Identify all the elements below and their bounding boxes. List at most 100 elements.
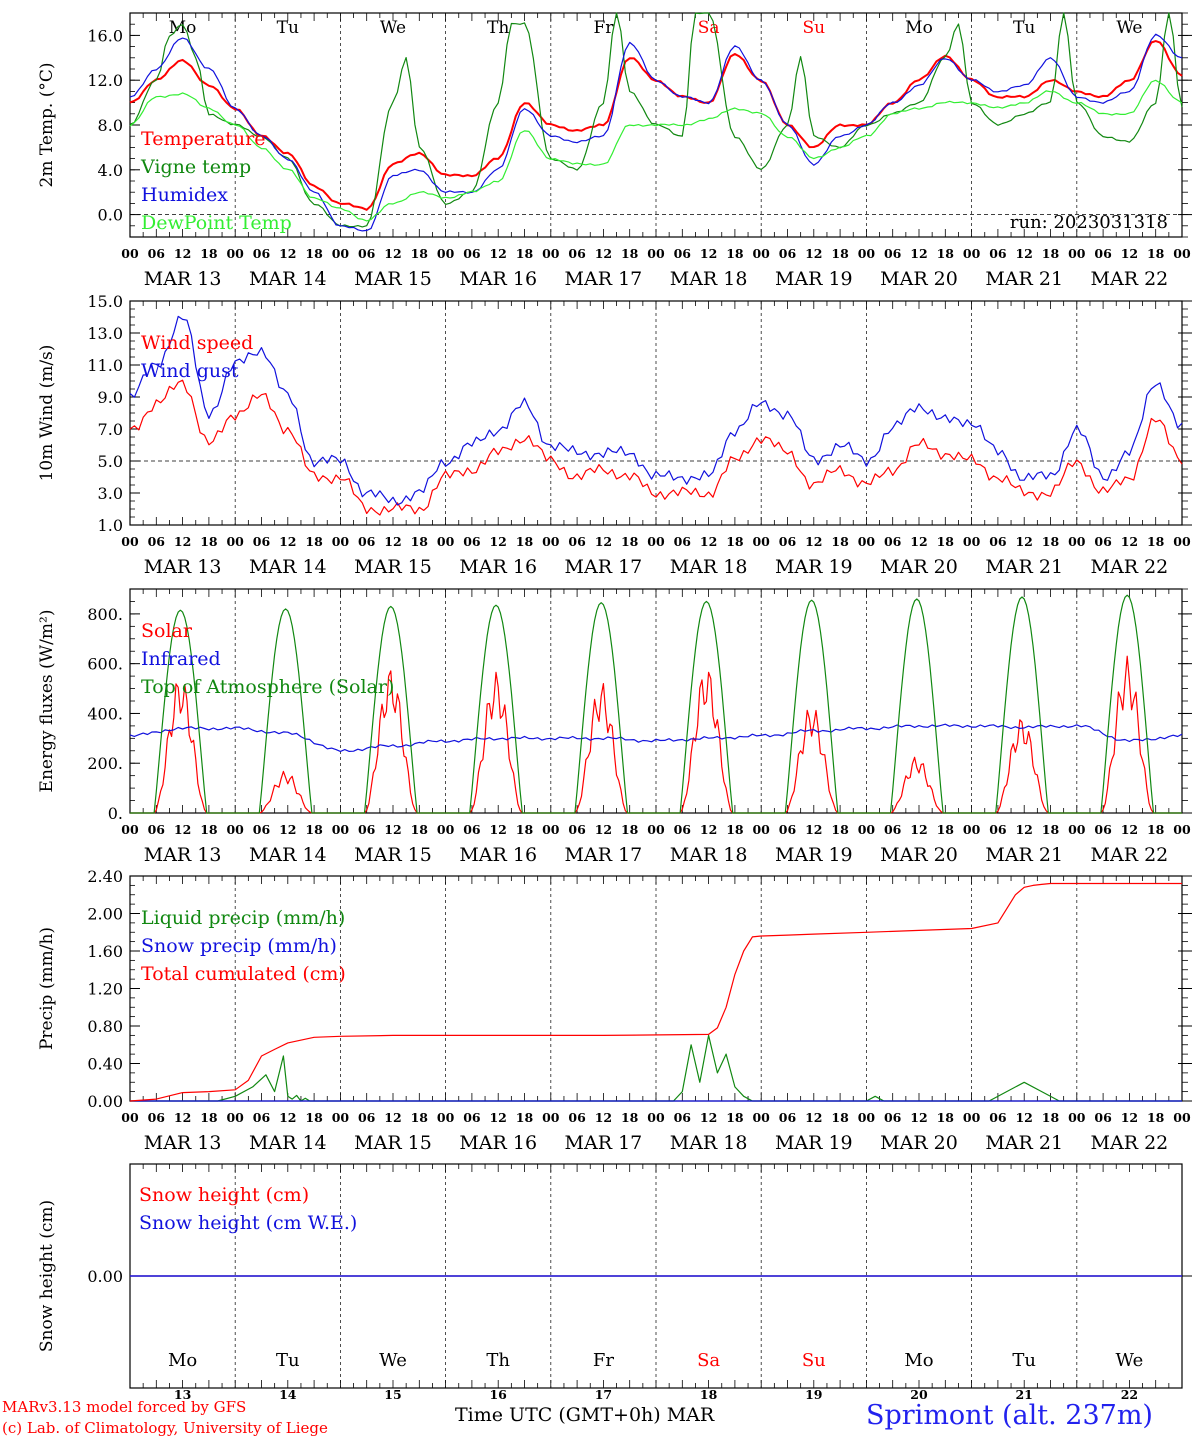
hour-label: 12: [805, 534, 822, 549]
hour-label: 00: [1068, 534, 1086, 549]
legend-entry: Wind speed: [141, 332, 253, 354]
hour-label: 06: [674, 246, 692, 261]
hour-label: 06: [989, 822, 1007, 837]
hour-label: 06: [358, 246, 376, 261]
date-label: MAR 13: [144, 268, 222, 290]
panel-5: 0.00 Snow height (cm) Snow height (cm) Snow…: [37, 1163, 1192, 1402]
hour-label: 00: [332, 534, 350, 549]
day-number: 20: [910, 1387, 928, 1402]
y-tick-label: 800.: [87, 605, 123, 624]
date-label: MAR 20: [880, 844, 958, 866]
date-label: MAR 19: [775, 268, 853, 290]
hour-label: 00: [1068, 1110, 1086, 1125]
hour-label: 06: [148, 246, 166, 261]
hour-label: 06: [358, 1110, 376, 1125]
hour-label: 00: [332, 246, 350, 261]
hour-label: 12: [174, 822, 191, 837]
hour-label: 00: [752, 246, 770, 261]
hour-label: 06: [253, 822, 271, 837]
legend-entry: Vigne temp: [140, 156, 251, 178]
station-title: Sprimont (alt. 237m): [866, 1400, 1153, 1431]
y-tick-label: 0.0: [98, 206, 123, 225]
hour-label: 12: [1015, 1110, 1032, 1125]
hour-label: 00: [858, 822, 876, 837]
panel-3: 0. 200. 400. 600. 800. Energy fluxes (W/m²) So…: [37, 588, 1192, 866]
hour-label: 00: [226, 822, 244, 837]
legend-entry: Top of Atmosphere (Solar): [141, 676, 394, 698]
hour-label: 06: [253, 534, 271, 549]
legend-entry: Liquid precip (mm/h): [141, 907, 345, 929]
day-label: Sa: [697, 1350, 720, 1371]
hour-label: 00: [752, 534, 770, 549]
hour-label: 18: [621, 246, 639, 261]
date-label: MAR 16: [459, 268, 537, 290]
y-tick-label: 0.40: [87, 1055, 123, 1074]
panel-frame: [129, 588, 1183, 814]
series-temperature: [129, 40, 1183, 211]
hour-label: 06: [1094, 534, 1112, 549]
day-label: Su: [802, 18, 825, 38]
legend-entry: Solar: [141, 620, 193, 642]
day-label: We: [1116, 18, 1142, 38]
hour-label: 12: [595, 822, 612, 837]
day-label: Fr: [593, 18, 614, 38]
day-label: We: [380, 18, 406, 38]
hour-label: 00: [542, 534, 560, 549]
day-number: 22: [1121, 1387, 1138, 1402]
hour-label: 00: [858, 1110, 876, 1125]
y-tick-label: 11.0: [87, 356, 123, 375]
y-tick-label: 200.: [87, 754, 123, 773]
date-label: MAR 16: [459, 556, 537, 578]
hour-label: 12: [1015, 246, 1032, 261]
date-label: MAR 15: [354, 1132, 432, 1154]
date-label: MAR 21: [985, 556, 1063, 578]
hour-label: 12: [1015, 534, 1032, 549]
hour-label: 00: [226, 246, 244, 261]
hour-label: 06: [674, 534, 692, 549]
y-axis-title: Precip (mm/h): [37, 927, 57, 1050]
hour-label: 06: [779, 822, 797, 837]
hour-label: 00: [332, 822, 350, 837]
y-tick-label: 7.0: [98, 420, 123, 439]
hour-label: 12: [910, 1110, 927, 1125]
hour-label: 06: [463, 534, 481, 549]
day-number: 13: [174, 1387, 191, 1402]
date-label: MAR 18: [670, 844, 748, 866]
y-tick-label: 400.: [87, 704, 123, 723]
y-tick-label: 0.00: [87, 1267, 123, 1286]
hour-label: 18: [305, 534, 323, 549]
y-tick-label: 1.20: [87, 980, 123, 999]
day-label: Tu: [277, 18, 299, 38]
hour-label: 18: [831, 822, 849, 837]
legend-entry: Total cumulated (cm): [141, 963, 346, 985]
hour-label: 00: [542, 246, 560, 261]
date-label: MAR 20: [880, 1132, 958, 1154]
hour-label: 06: [568, 534, 586, 549]
hour-label: 18: [621, 1110, 639, 1125]
hour-label: 18: [411, 822, 429, 837]
panel-1: 0.0 4.0 8.0 12.0 16.0 2m Temp. (°C) Mo Tu We Th Fr…: [37, 12, 1192, 290]
hour-label: 18: [305, 1110, 323, 1125]
hour-label: 00: [1173, 1110, 1191, 1125]
y-tick-label: 2.00: [87, 905, 123, 924]
hour-label: 12: [489, 822, 506, 837]
hour-label: 00: [1173, 246, 1191, 261]
hour-label: 06: [779, 534, 797, 549]
date-label: MAR 17: [565, 268, 643, 290]
hour-label: 12: [1121, 1110, 1138, 1125]
hour-label: 18: [726, 534, 744, 549]
hour-label: 12: [910, 246, 927, 261]
hour-label: 18: [200, 1110, 218, 1125]
hour-label: 06: [568, 822, 586, 837]
date-label: MAR 15: [354, 844, 432, 866]
hour-label: 00: [963, 534, 981, 549]
day-label: Mo: [168, 1350, 197, 1371]
series-dewpoint-temp: [129, 79, 1183, 222]
day-number: 21: [1015, 1387, 1032, 1402]
hour-label: 18: [937, 822, 955, 837]
legend-entry: Snow precip (mm/h): [141, 935, 337, 957]
hour-label: 12: [1121, 246, 1138, 261]
date-label: MAR 21: [985, 1132, 1063, 1154]
hour-label: 12: [279, 1110, 296, 1125]
date-label: MAR 19: [775, 1132, 853, 1154]
